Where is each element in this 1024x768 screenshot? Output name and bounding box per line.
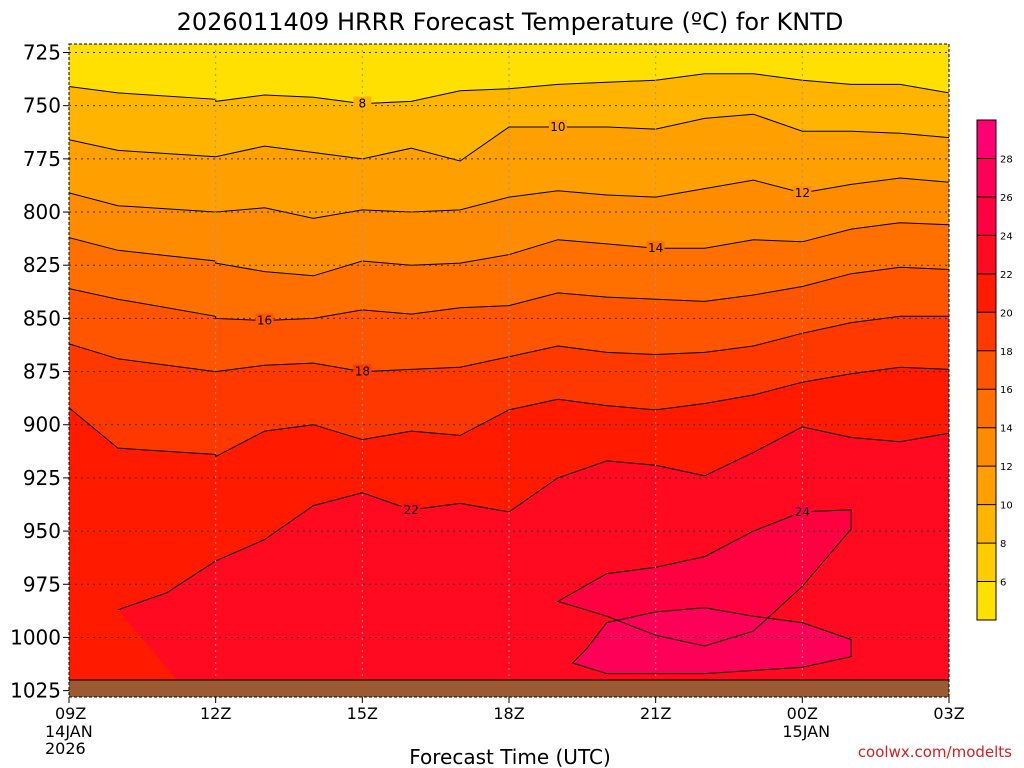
isotherm-22 — [117, 426, 949, 611]
colorbar-tick-label: 14 — [1000, 424, 1013, 435]
isotherm-label-text: 16 — [257, 314, 272, 328]
isotherm-24 — [556, 509, 852, 647]
x-tick-sublabel: 15JAN — [782, 722, 830, 741]
isotherm-label-bg — [548, 119, 567, 133]
y-tick-label: 925 — [23, 466, 61, 490]
y-tick-label: 775 — [23, 147, 61, 171]
x-tick-sublabel: 2026 — [45, 739, 86, 758]
colorbar-segment — [977, 196, 996, 236]
isotherm-label: 12 — [793, 185, 812, 200]
y-tick-label: 950 — [23, 519, 61, 543]
ground-layer — [69, 679, 949, 697]
isotherm-label-text: 24 — [795, 505, 810, 519]
ground-fill — [69, 679, 949, 697]
x-axis-label: Forecast Time (UTC) — [409, 745, 611, 768]
plot-area — [69, 44, 949, 697]
isotherm-18 — [69, 315, 949, 373]
temperature-fills — [69, 73, 949, 697]
isotherm-label-text: 8 — [359, 97, 367, 111]
chart-title: 2026011409 HRRR Forecast Temperature (ºC… — [177, 8, 844, 36]
isotherm-label-bg — [255, 313, 274, 327]
isotherm-label-text: 10 — [550, 120, 565, 134]
y-tick-label: 725 — [23, 41, 61, 65]
isotherm-label: 18 — [353, 364, 372, 379]
isotherm-labels: 8 10 12 14 16 18 22 24 — [255, 96, 812, 519]
isotherm-label: 8 — [353, 96, 372, 111]
colorbar-segment — [977, 350, 996, 390]
colorbar-tick-label: 24 — [1000, 231, 1013, 242]
colorbar-tick-label: 12 — [1000, 462, 1013, 473]
isotherm-label-text: 14 — [648, 241, 663, 255]
hot-core-blob — [571, 607, 852, 675]
x-tick-sublabel: 14JAN — [45, 722, 93, 741]
isotherm-20 — [69, 366, 949, 458]
isotherm-16 — [69, 266, 949, 322]
isotherm-label: 16 — [255, 313, 274, 328]
colorbar-frame — [976, 119, 997, 621]
isotherm-label-bg — [646, 241, 665, 255]
x-tick-label: 09Z — [55, 704, 86, 723]
isotherm-label-text: 22 — [404, 503, 419, 517]
y-tick-label: 825 — [23, 253, 61, 277]
isotherm-label-bg — [793, 504, 812, 518]
y-tick-label: 1000 — [10, 625, 61, 649]
colorbar-tick-label: 10 — [1000, 501, 1013, 512]
colorbar-segment — [977, 504, 996, 544]
isotherm-label: 24 — [793, 504, 812, 519]
colorbar-segment — [977, 158, 996, 197]
colorbar-segment — [977, 389, 996, 428]
y-tick-label: 850 — [23, 306, 61, 330]
colorbar-tick-label: 6 — [1000, 578, 1006, 589]
colorbar-segment — [977, 120, 996, 159]
colorbar-segment — [977, 312, 996, 351]
isotherm-label-text: 12 — [795, 186, 810, 200]
x-tick-label: 21Z — [640, 704, 671, 723]
x-tick-label: 00Z — [787, 704, 818, 723]
isotherm-label-text: 18 — [355, 365, 370, 379]
isotherm-label: 10 — [548, 119, 567, 134]
y-tick-label: 1025 — [10, 679, 61, 703]
colorbar-segment — [977, 581, 996, 620]
isotherm-label: 14 — [646, 241, 665, 255]
isotherm-10 — [69, 113, 949, 162]
hot-core-fill — [571, 607, 852, 675]
y-tick-label: 750 — [23, 94, 61, 118]
isotherm-label-bg — [353, 364, 372, 378]
x-tick-label: 03Z — [933, 704, 964, 723]
y-axis: 725 750 775 800 825 850 875 900 925 950 975 1000 102… — [10, 41, 69, 703]
colorbar-segment — [977, 427, 996, 467]
colorbar-tick-label: 22 — [1000, 270, 1013, 281]
colorbar-segment — [977, 273, 996, 313]
x-tick-label: 15Z — [347, 704, 378, 723]
colorbar-tick-label: 28 — [1000, 154, 1013, 165]
x-tick-label: 12Z — [200, 704, 231, 723]
colorbar-tick-label: 8 — [1000, 539, 1006, 550]
y-tick-label: 900 — [23, 413, 61, 437]
colorbar-segment — [977, 235, 996, 274]
colorbar-tick-label: 26 — [1000, 193, 1013, 204]
colorbar: 6 8 10 12 14 16 18 20 22 24 26 28 — [976, 119, 1013, 621]
band-fill-24 — [557, 509, 852, 646]
y-tick-label: 800 — [23, 200, 61, 224]
colorbar-segment — [977, 466, 996, 505]
isotherm-label: 22 — [402, 502, 421, 517]
x-tick-label: 18Z — [493, 704, 524, 723]
colorbar-tick-label: 20 — [1000, 308, 1013, 319]
y-tick-label: 875 — [23, 360, 61, 384]
colorbar-tick-label: 16 — [1000, 385, 1013, 396]
isotherm-label-bg — [793, 185, 812, 199]
isotherm-label-bg — [353, 96, 372, 110]
colorbar-segment — [977, 543, 996, 582]
credit-link[interactable]: coolwx.com/modelts — [858, 743, 1012, 761]
isotherm-label-bg — [402, 502, 421, 516]
y-tick-label: 975 — [23, 572, 61, 596]
colorbar-tick-label: 18 — [1000, 347, 1013, 358]
